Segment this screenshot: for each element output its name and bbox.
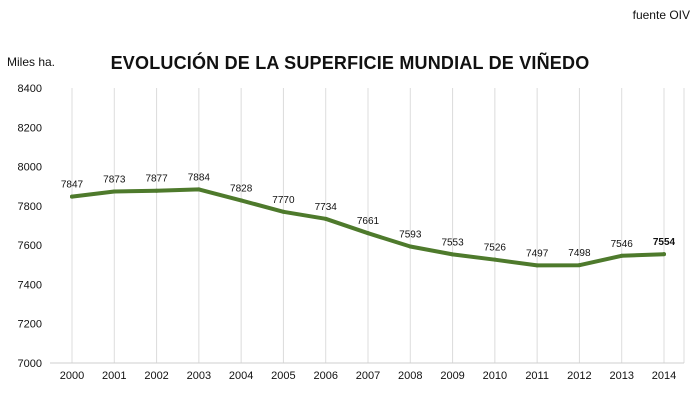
x-tick-label: 2012 [567, 370, 591, 382]
data-point [154, 188, 159, 193]
x-tick-label: 2000 [60, 370, 84, 382]
y-tick-label: 7400 [18, 279, 42, 291]
x-tick-label: 2007 [356, 370, 380, 382]
data-point [408, 244, 413, 249]
y-axis-unit-label: Miles ha. [7, 55, 56, 69]
x-tick-label: 2003 [187, 370, 211, 382]
x-tick-label: 2008 [398, 370, 422, 382]
data-point [112, 189, 117, 194]
x-tick-label: 2006 [313, 370, 337, 382]
data-label: 7554 [653, 237, 676, 248]
data-label: 7498 [568, 248, 591, 259]
x-tick-label: 2010 [483, 370, 507, 382]
x-tick-label: 2002 [144, 370, 168, 382]
data-label: 7661 [357, 216, 380, 227]
data-point [619, 253, 624, 258]
data-point [239, 198, 244, 203]
y-tick-label: 8400 [18, 83, 42, 95]
data-label: 7734 [315, 202, 338, 213]
x-tick-label: 2009 [440, 370, 464, 382]
data-point [492, 257, 497, 262]
x-tick-label: 2014 [652, 370, 676, 382]
chart-title: EVOLUCIÓN DE LA SUPERFICIE MUNDIAL DE VI… [110, 53, 590, 73]
y-tick-label: 7600 [18, 240, 42, 252]
data-label: 7593 [399, 230, 422, 241]
data-label: 7847 [61, 180, 84, 191]
series-group [70, 187, 666, 268]
x-tick-label: 2011 [525, 370, 549, 382]
data-label: 7546 [611, 239, 634, 250]
source-note: fuente OIV [632, 8, 690, 22]
y-tick-label: 8000 [18, 162, 42, 174]
x-axis-ticks: 2000 2001 2002 2003 2004 2005 2006 2007 2008 2009… [60, 370, 676, 382]
data-point [281, 209, 286, 214]
data-label: 7526 [484, 243, 507, 254]
data-label: 7873 [103, 175, 126, 186]
y-tick-label: 7000 [18, 358, 42, 370]
data-point [535, 263, 540, 268]
data-label: 7828 [230, 183, 253, 194]
y-axis-ticks: 7000 7200 7400 7600 7800 8000 8200 8400 [18, 83, 42, 370]
data-labels: 7847 7873 7877 7884 7828 7770 7734 7661 7593 7553… [61, 172, 676, 259]
y-tick-label: 8200 [18, 122, 42, 134]
y-tick-label: 7200 [18, 319, 42, 331]
y-tick-label: 7800 [18, 201, 42, 213]
x-tick-label: 2004 [229, 370, 253, 382]
data-point [366, 231, 370, 236]
data-point [196, 187, 201, 192]
data-point [70, 194, 74, 199]
data-point [323, 216, 328, 221]
data-label: 7553 [441, 237, 464, 248]
gridlines [50, 88, 685, 364]
data-point [662, 252, 666, 257]
data-label: 7770 [272, 195, 295, 206]
data-label: 7884 [188, 172, 211, 183]
x-tick-label: 2013 [609, 370, 633, 382]
data-label: 7497 [526, 248, 549, 259]
x-tick-label: 2001 [102, 370, 126, 382]
data-point [577, 263, 582, 268]
x-tick-label: 2005 [271, 370, 295, 382]
data-label: 7877 [145, 174, 168, 185]
data-point [450, 252, 455, 257]
